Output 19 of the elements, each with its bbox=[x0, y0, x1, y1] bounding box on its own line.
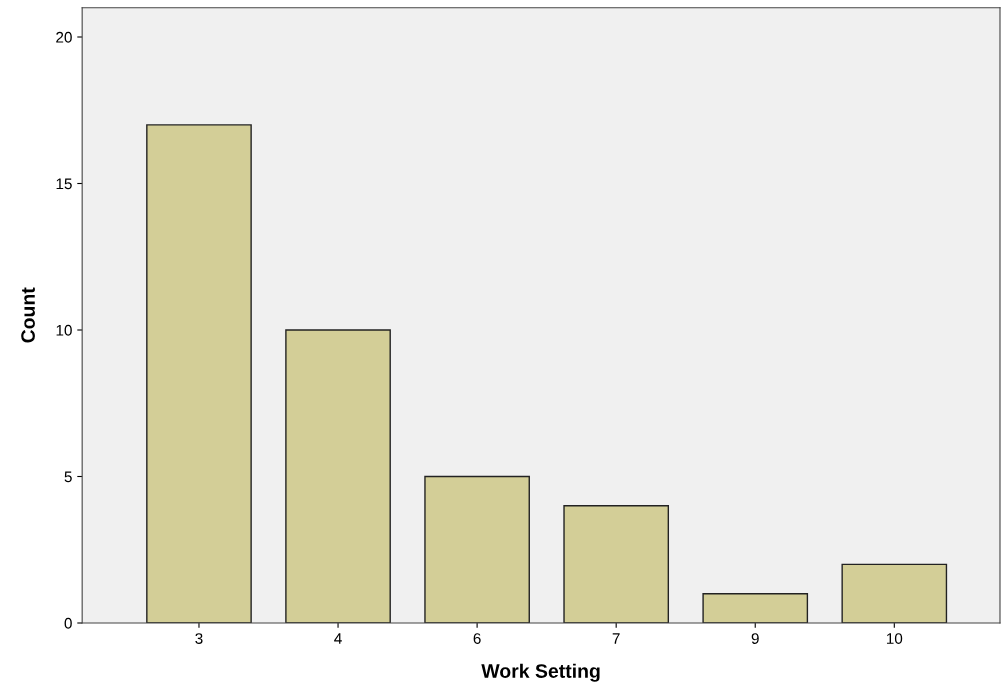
x-tick-label: 4 bbox=[334, 633, 342, 644]
bar bbox=[563, 505, 670, 623]
bar bbox=[285, 329, 391, 623]
y-tick-label: 20 bbox=[56, 31, 72, 43]
bar bbox=[424, 475, 530, 623]
x-tick-label: 10 bbox=[886, 633, 903, 644]
bar bbox=[841, 563, 948, 623]
y-tick-label: 5 bbox=[64, 471, 72, 483]
bar bbox=[702, 593, 809, 623]
x-tick-label: 9 bbox=[751, 633, 759, 644]
y-tick-label: 0 bbox=[64, 617, 72, 629]
bar bbox=[146, 124, 252, 623]
y-tick-label: 10 bbox=[56, 324, 72, 336]
y-tick-label: 15 bbox=[56, 178, 72, 190]
x-tick-label: 7 bbox=[612, 633, 620, 644]
y-axis-title: Count bbox=[21, 287, 35, 343]
x-tick-label: 3 bbox=[195, 633, 203, 644]
x-axis-title: Work Setting bbox=[481, 663, 600, 682]
x-tick-label: 6 bbox=[473, 633, 481, 644]
